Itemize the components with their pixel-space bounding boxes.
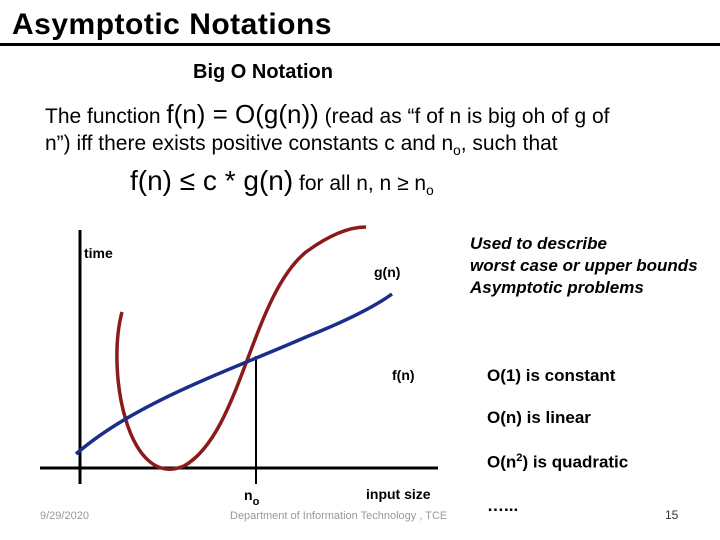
definition-condition: n”) iff there exists positive constants … — [45, 132, 454, 155]
definition-condition-tail: , such that — [460, 132, 558, 155]
slide-title: Asymptotic Notations — [12, 8, 333, 41]
slide-subtitle: Big O Notation — [193, 61, 333, 83]
big-o-graph: time g(n) f(n) no input size — [40, 225, 438, 508]
definition-line-2: n”) iff there exists positive constants … — [45, 132, 558, 158]
usage-note: Used to describe worst case or upper bou… — [470, 233, 698, 299]
complexity-ellipsis: …... — [487, 496, 519, 515]
inequality-range: for all n, n ≥ n — [293, 172, 427, 195]
title-underline — [0, 43, 720, 46]
n0-label: no — [244, 487, 260, 508]
definition-reading: (read as “f of n is big oh of g of — [318, 105, 610, 128]
definition-line-3: f(n) ≤ c * g(n) for all n, n ≥ no — [130, 165, 434, 198]
footer-department: Department of Information Technology , T… — [230, 510, 448, 522]
y-axis-label: time — [84, 245, 113, 261]
definition-function: f(n) = O(g(n)) — [166, 99, 319, 129]
footer-date: 9/29/2020 — [40, 510, 89, 522]
usage-note-line-2: worst case or upper bounds — [470, 256, 698, 275]
complexity-linear: O(n) is linear — [487, 408, 591, 427]
f-curve — [74, 292, 394, 456]
definition-lead: The function — [45, 105, 167, 128]
complexity-constant: O(1) is constant — [487, 366, 616, 385]
usage-note-line-3: Asymptotic problems — [470, 278, 644, 297]
g-curve — [115, 225, 367, 471]
inequality-n0-subscript: o — [426, 183, 434, 199]
complexity-quadratic: O(n2) is quadratic — [487, 452, 629, 472]
inequality-formula: f(n) ≤ c * g(n) — [130, 165, 294, 196]
page-number: 15 — [665, 508, 679, 522]
definition-line-1: The function f(n) = O(g(n)) (read as “f … — [45, 99, 610, 130]
g-curve-label: g(n) — [374, 264, 400, 280]
usage-note-line-1: Used to describe — [470, 234, 607, 253]
n0-subscript: o — [453, 143, 461, 159]
f-curve-label: f(n) — [392, 367, 415, 383]
x-axis-label: input size — [366, 486, 431, 502]
